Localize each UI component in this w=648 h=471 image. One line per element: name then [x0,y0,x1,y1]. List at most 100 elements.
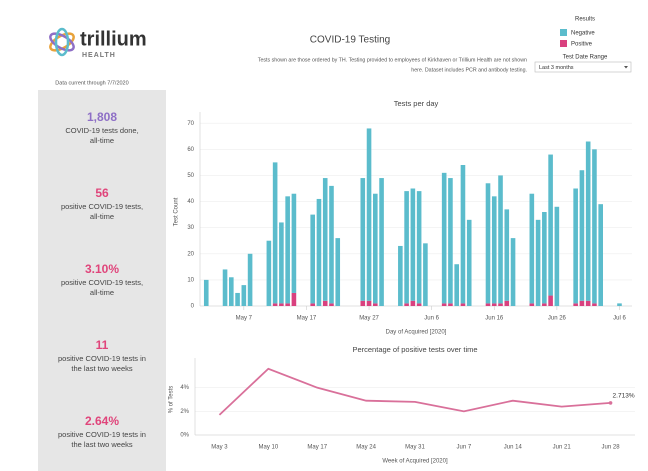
bar-segment [291,292,297,306]
y-axis-label: Test Count [174,197,180,226]
x-tick-label: May 27 [359,316,379,322]
bar-segment [548,154,553,296]
x-tick-label: Jun 16 [485,316,504,322]
bar-segment [266,240,272,306]
x-tick-label: Jun 21 [553,445,572,451]
legend-title: Results [575,17,595,23]
bar-segment [585,141,591,301]
bar-segment [310,214,315,304]
x-tick-label: May 17 [307,445,327,451]
y-tick-label: 10 [187,277,194,283]
bar-segment [498,175,503,304]
bar-segment [360,300,366,306]
bar-segment [316,198,322,306]
dropdown-arrow [624,66,628,69]
x-tick-label: Jul 6 [613,316,626,322]
bar-segment [241,285,247,306]
bar-segment [579,170,585,301]
filter-dropdown[interactable] [534,61,632,73]
x-tick-label: Jun 28 [602,445,621,451]
bar-segment [279,303,284,306]
bar-segment [460,165,466,304]
bar-segment [329,185,334,304]
bar-segment [335,238,341,306]
bar-segment [416,191,422,304]
bar-segment [404,303,409,306]
bar-segment [548,295,553,306]
bar-segment [416,303,422,306]
bar-segment [579,300,585,306]
bar-segment [310,303,315,306]
x-tick-label: Jun 26 [548,316,567,322]
bar-segment [454,264,459,306]
bar-segment [485,183,491,304]
bar-segment [247,253,253,306]
bar-segment [329,303,334,306]
dashboard-title: COVID-19 Testing [310,35,390,46]
bar-segment [573,303,578,306]
bar-segment [491,196,497,304]
x-axis-label: Week of Acquired [2020] [382,459,448,465]
y-tick-label: 70 [187,121,194,127]
bar-segment [529,303,535,306]
bar-segment [398,245,403,306]
bar-segment [423,243,428,306]
y-tick-label: 40 [187,199,194,205]
line-series [218,367,611,416]
kpi-label: the last two weeks [71,364,133,373]
kpi-value: 56 [95,186,109,200]
bar-segment [322,300,328,306]
bar-segment [272,303,278,306]
bar-segment [598,204,603,306]
y-axis-label: % of Tests [169,386,175,414]
bar-segment [542,212,547,304]
bar-segment [592,149,597,304]
x-axis-label: Day of Acquired [2020] [386,330,447,336]
y-tick-label: 4% [180,385,189,391]
bar-segment [498,303,503,306]
x-tick-label: May 17 [297,316,317,322]
x-tick-label: May 24 [356,445,376,451]
x-tick-label: Jun 7 [457,445,472,451]
kpi-label: COVID-19 tests done, [65,126,138,135]
subtitle-line: here. Dataset includes PCR and antibody … [411,67,527,73]
bar-segment [366,300,372,306]
kpi-value: 3.10% [85,262,119,276]
bar-segment [510,238,516,306]
x-tick-label: May 10 [258,445,278,451]
bar-segment [460,303,466,306]
bar-segment [291,193,297,293]
x-tick-label: May 3 [211,445,228,451]
bar-segment [285,196,290,304]
kpi-label: all-time [90,288,114,297]
legend-swatch [560,29,567,36]
bar-segment [585,300,591,306]
chart-title: Tests per day [394,99,439,108]
bar-segment [573,188,578,304]
data-date: Data current through 7/7/2020 [55,80,128,86]
y-tick-label: 0 [191,304,195,310]
bar-segment [272,162,278,304]
bar-segment [373,303,378,306]
y-tick-label: 2% [180,409,189,415]
logo-icon [49,27,75,57]
bar-segment [529,193,535,304]
y-tick-label: 50 [187,173,194,179]
bar-segment [491,303,497,306]
subtitle-line: Tests shown are those ordered by TH. Tes… [258,57,527,63]
bar-segment [229,277,234,306]
bar-segment [404,191,409,304]
bar-segment [504,300,510,306]
value-label: 2.713% [613,393,635,400]
bar-segment [466,219,472,306]
bar-segment [504,209,510,301]
bar-segment [222,269,228,306]
bar-segment [592,303,597,306]
logo-name: trillium [80,28,147,50]
x-tick-label: Jun 6 [424,316,439,322]
filter-label: Test Date Range [563,55,608,61]
bar-segment [322,178,328,301]
bar-segment [366,128,372,301]
legend-swatch [560,40,567,47]
bar-segment [235,292,240,306]
